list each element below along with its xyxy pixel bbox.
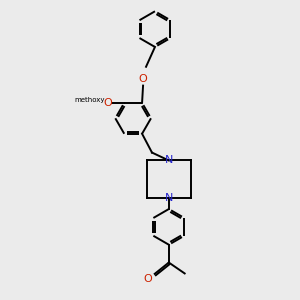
Text: N: N <box>165 193 173 203</box>
Text: O: O <box>144 274 152 284</box>
Text: O: O <box>103 98 112 108</box>
Text: O: O <box>139 74 147 84</box>
Text: N: N <box>165 155 173 166</box>
Text: methoxy: methoxy <box>74 97 105 103</box>
